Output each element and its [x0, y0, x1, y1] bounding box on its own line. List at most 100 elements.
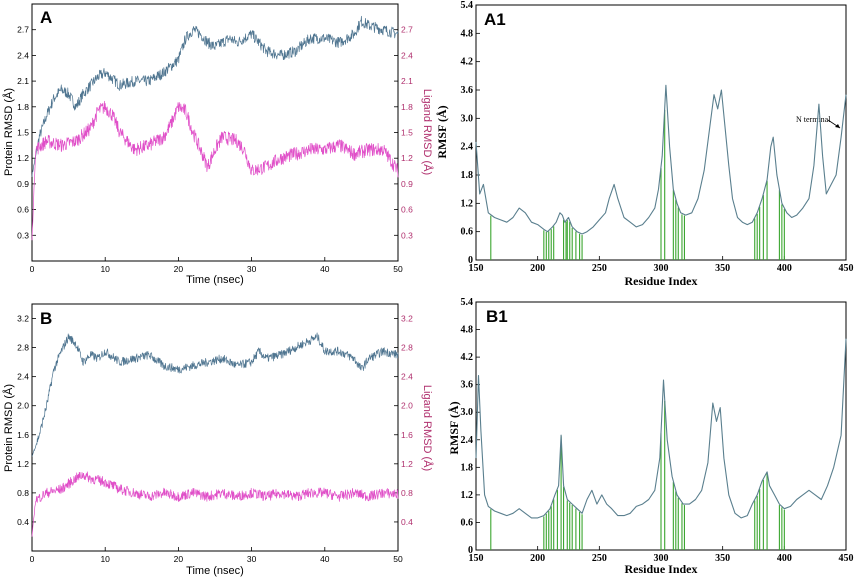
y-tick-label: 3.6	[461, 380, 474, 391]
y2-tick-label: 0.3	[401, 230, 413, 240]
series-line-protein-rmsd	[31, 332, 399, 457]
y-tick-label: 0.9	[17, 179, 29, 189]
annotation-arrowhead	[835, 124, 840, 128]
panel-label: A1	[484, 10, 506, 29]
x-axis-title: Residue Index	[624, 274, 697, 288]
y-axis-title: RMSF (Å)	[447, 401, 461, 454]
series-line-protein-rmsd	[31, 15, 399, 178]
y-tick-label: 3.2	[17, 314, 29, 324]
y-tick-label: 2.8	[17, 343, 29, 353]
panel-b-chart: B Time (nsec) Protein RMSD (Å) Ligand RM…	[2, 303, 434, 577]
series-line-rmsf	[475, 84, 847, 235]
x-tick-label: 0	[30, 554, 35, 564]
y-tick-label: 1.2	[17, 153, 29, 163]
x-tick-label: 50	[393, 554, 403, 564]
series-line-ligand-rmsd	[31, 100, 399, 241]
y-tick-label: 1.8	[461, 462, 474, 473]
x-tick-label: 150	[469, 263, 484, 274]
y-tick-label: 0.4	[17, 517, 29, 527]
x-tick-label: 40	[320, 264, 330, 274]
x-tick-label: 350	[715, 263, 730, 274]
y2-tick-label: 0.9	[401, 179, 413, 189]
x-tick-label: 300	[654, 553, 669, 564]
x-tick-label: 400	[777, 553, 792, 564]
y-tick-label: 4.2	[461, 57, 474, 68]
y-tick-label: 0.8	[17, 488, 29, 498]
x-tick-label: 250	[592, 553, 607, 564]
x-tick-label: 50	[393, 264, 403, 274]
x-tick-label: 10	[100, 554, 110, 564]
y-tick-label: 2.7	[17, 25, 29, 35]
y-tick-label: 1.8	[17, 102, 29, 112]
x-tick-label: 10	[100, 264, 110, 274]
y2-axis-title: Ligand RMSD (Å)	[421, 89, 434, 175]
panel-label: B	[40, 309, 52, 328]
y-tick-label: 1.2	[461, 490, 474, 501]
x-tick-label: 30	[247, 554, 257, 564]
y2-tick-label: 1.5	[401, 128, 413, 138]
y-tick-label: 2.0	[17, 401, 29, 411]
panel-label: A	[40, 8, 52, 27]
y-tick-label: 2.4	[461, 142, 474, 153]
y-tick-label: 5.4	[461, 0, 474, 11]
x-tick-label: 20	[174, 554, 184, 564]
x-tick-label: 0	[30, 264, 35, 274]
x-tick-label: 20	[174, 264, 184, 274]
x-axis-title: Time (nsec)	[186, 565, 244, 577]
x-tick-label: 450	[839, 553, 854, 564]
y2-tick-label: 2.1	[401, 76, 413, 86]
x-tick-label: 30	[247, 264, 257, 274]
y-axis-title: Protein RMSD (Å)	[2, 88, 15, 176]
y2-tick-label: 3.2	[401, 314, 413, 324]
x-tick-label: 150	[469, 553, 484, 564]
y-tick-label: 4.2	[461, 352, 474, 363]
y-tick-label: 0.6	[17, 205, 29, 215]
x-tick-label: 200	[530, 553, 545, 564]
x-tick-label: 350	[715, 553, 730, 564]
y-axis-title: RMSF (Å)	[435, 105, 449, 158]
y-tick-label: 1.6	[17, 430, 29, 440]
y2-tick-label: 1.2	[401, 459, 413, 469]
x-tick-label: 400	[777, 263, 792, 274]
y-tick-label: 4.8	[461, 325, 474, 336]
y2-tick-label: 2.7	[401, 25, 413, 35]
y-tick-label: 3.0	[461, 113, 474, 124]
y-tick-label: 0.3	[17, 230, 29, 240]
y-tick-label: 0.6	[461, 227, 474, 238]
y2-axis-title: Ligand RMSD (Å)	[421, 385, 434, 471]
y-tick-label: 1.2	[461, 198, 474, 209]
y2-tick-label: 0.4	[401, 517, 413, 527]
y-tick-label: 0	[468, 545, 473, 556]
panel-label: B1	[486, 307, 508, 326]
y-tick-label: 5.4	[461, 297, 474, 308]
y2-tick-label: 0.8	[401, 488, 413, 498]
y-tick-label: 2.4	[17, 50, 29, 60]
y-tick-label: 3.0	[461, 407, 474, 418]
y2-tick-label: 1.2	[401, 153, 413, 163]
y-axis-title: Protein RMSD (Å)	[2, 384, 15, 472]
y2-tick-label: 0.6	[401, 205, 413, 215]
y-tick-label: 1.8	[461, 170, 474, 181]
x-tick-label: 40	[320, 554, 330, 564]
y-tick-label: 4.8	[461, 28, 474, 39]
y-tick-label: 0	[468, 255, 473, 266]
series-line-rmsf	[475, 338, 847, 519]
panel-a1-chart: A1 Residue Index RMSF (Å) N terminal 150…	[435, 0, 854, 288]
panel-b1-chart: B1 Residue Index RMSF (Å) 150 200 250 300 35…	[447, 297, 854, 576]
y2-tick-label: 1.8	[401, 102, 413, 112]
y-tick-label: 2.4	[17, 372, 29, 382]
y-tick-label: 2.4	[461, 435, 474, 446]
x-axis-title: Residue Index	[624, 562, 697, 576]
x-tick-label: 200	[530, 263, 545, 274]
y2-tick-label: 2.4	[401, 372, 413, 382]
panel-a-chart: A Time (nsec) Protein RMSD (Å) Ligand RM…	[2, 3, 434, 286]
y2-tick-label: 2.4	[401, 50, 413, 60]
x-tick-label: 450	[839, 263, 854, 274]
y2-tick-label: 2.8	[401, 343, 413, 353]
y-tick-label: 2.1	[17, 76, 29, 86]
y-tick-label: 1.2	[17, 459, 29, 469]
series-line-ligand-rmsd	[31, 471, 399, 537]
plot-frame	[31, 303, 399, 552]
n-terminal-annotation: N terminal	[796, 115, 831, 124]
